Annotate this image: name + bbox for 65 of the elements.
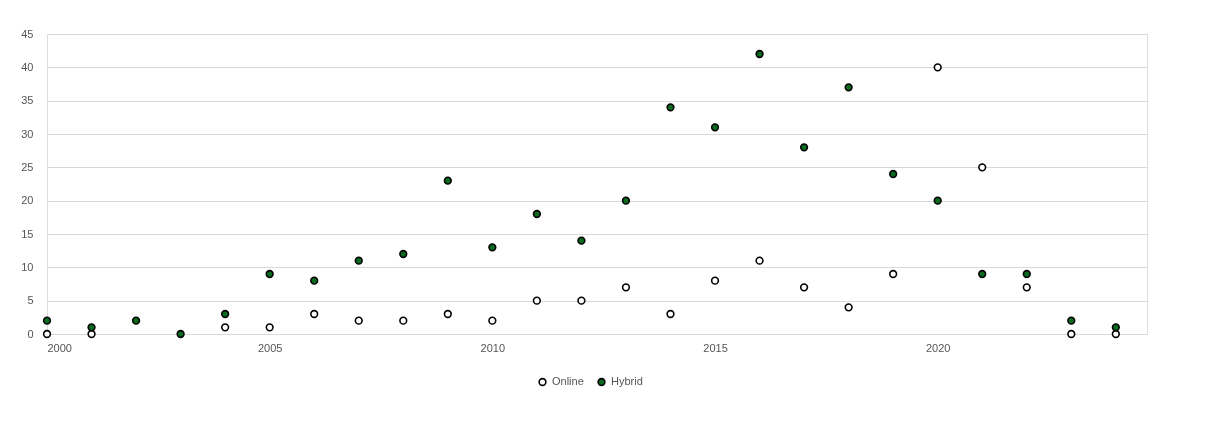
point	[1022, 283, 1031, 292]
point	[399, 316, 408, 325]
point	[310, 309, 319, 319]
point	[844, 83, 853, 92]
point	[488, 243, 497, 252]
point	[710, 123, 720, 132]
point	[933, 63, 942, 72]
point	[443, 176, 452, 185]
point	[799, 143, 809, 152]
point	[354, 316, 363, 325]
x-tick-label: 2010	[480, 341, 506, 354]
point	[1022, 269, 1031, 279]
point	[443, 309, 452, 319]
point	[42, 329, 52, 339]
point	[799, 283, 809, 292]
y-tick-label: 15	[21, 227, 34, 240]
point	[310, 276, 319, 285]
y-tick-label: 35	[21, 94, 34, 107]
x-tick-label: 2020	[925, 341, 951, 354]
point	[220, 323, 230, 332]
point	[354, 256, 363, 265]
point	[666, 309, 675, 319]
x-tick-label: 2005	[257, 341, 283, 354]
point	[131, 316, 141, 325]
y-tick-label: 45	[21, 27, 34, 40]
x-tick-label: 2015	[703, 341, 728, 354]
legend-label: Online	[552, 374, 584, 387]
y-tick-label: 0	[27, 327, 34, 340]
point	[755, 256, 764, 265]
point	[532, 209, 542, 219]
point	[710, 276, 720, 285]
point	[933, 196, 942, 205]
y-tick-label: 40	[21, 60, 34, 73]
point	[621, 283, 631, 292]
point	[399, 249, 408, 259]
point	[844, 303, 853, 312]
point	[1111, 323, 1120, 332]
point	[889, 169, 898, 179]
point	[220, 309, 230, 319]
point	[1111, 329, 1120, 339]
point	[978, 269, 987, 279]
point	[265, 269, 274, 279]
point	[488, 316, 497, 325]
point	[42, 316, 52, 325]
point	[265, 323, 274, 332]
y-tick-label: 30	[21, 127, 34, 140]
point	[666, 103, 675, 112]
point	[532, 296, 542, 305]
point	[978, 163, 987, 172]
point	[1067, 316, 1076, 325]
legend-label: Hybrid	[611, 374, 643, 387]
point	[176, 329, 185, 339]
point	[889, 269, 898, 279]
point	[621, 196, 631, 205]
point	[87, 329, 96, 339]
x-tick-label: 2000	[47, 341, 72, 354]
point	[87, 323, 96, 332]
y-tick-label: 25	[21, 160, 34, 173]
point	[577, 236, 586, 245]
y-tick-label: 10	[21, 260, 34, 273]
point	[755, 49, 764, 59]
point	[1067, 329, 1076, 339]
y-tick-label: 5	[27, 294, 34, 307]
point	[577, 296, 586, 305]
y-tick-label: 20	[21, 194, 34, 207]
